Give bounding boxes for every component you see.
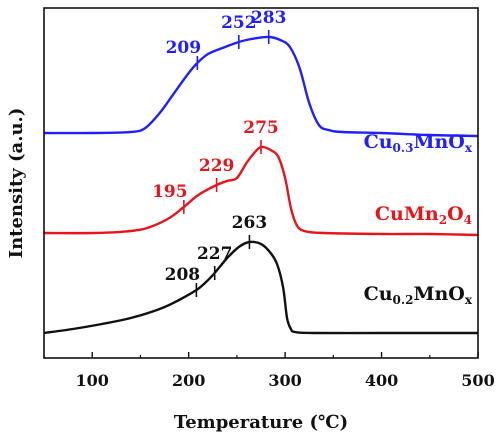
- peak-label: 229: [199, 156, 235, 176]
- peak-label: 252: [221, 13, 257, 33]
- series-label-text: Cu: [364, 131, 393, 153]
- peak-label: 208: [165, 265, 201, 285]
- peak-label: 263: [232, 213, 268, 233]
- x-tick-label: 200: [172, 371, 205, 390]
- x-tick-label: 100: [76, 371, 109, 390]
- x-tick-label: 400: [365, 371, 398, 390]
- y-axis-title: Intensity (a.u.): [6, 108, 27, 259]
- x-axis-title: Temperature (℃): [174, 412, 348, 433]
- axes-layer: 100 200 300 400 500: [43, 7, 495, 390]
- series-label-text: MnO: [413, 283, 464, 305]
- series-label-text: Cu: [364, 283, 393, 305]
- x-tick-label: 500: [461, 371, 494, 390]
- series-line: [43, 35, 479, 138]
- series-label: CuMn2O4: [375, 203, 472, 227]
- series-label: Cu0.3MnOx: [364, 131, 473, 155]
- series-label-text: MnO: [413, 131, 464, 153]
- series-label-subscript: 2: [439, 213, 447, 227]
- series-label-subscript: x: [465, 141, 473, 155]
- series-line: [43, 145, 479, 237]
- series-layer: 209252283Cu0.3MnOx195229275CuMn2O4208227…: [43, 8, 479, 335]
- series-label: Cu0.2MnOx: [364, 283, 473, 307]
- x-tick-label: 300: [268, 371, 301, 390]
- peak-label: 195: [152, 182, 188, 202]
- series-label-subscript: 4: [464, 213, 472, 227]
- series-CuMn2O4: 195 229 275 CuMn2O4: [43, 118, 479, 237]
- series-label-text: O: [447, 203, 464, 225]
- peak-label: 209: [166, 38, 202, 58]
- peak-label: 275: [243, 118, 279, 138]
- peak-label: 283: [251, 8, 287, 28]
- series-label-text: CuMn: [375, 203, 439, 225]
- series-label-subscript: 0.2: [393, 293, 414, 307]
- series-label-subscript: 0.3: [393, 141, 414, 155]
- peak-label: 227: [197, 244, 233, 264]
- series-label-subscript: x: [465, 293, 473, 307]
- plot-frame: [43, 7, 479, 359]
